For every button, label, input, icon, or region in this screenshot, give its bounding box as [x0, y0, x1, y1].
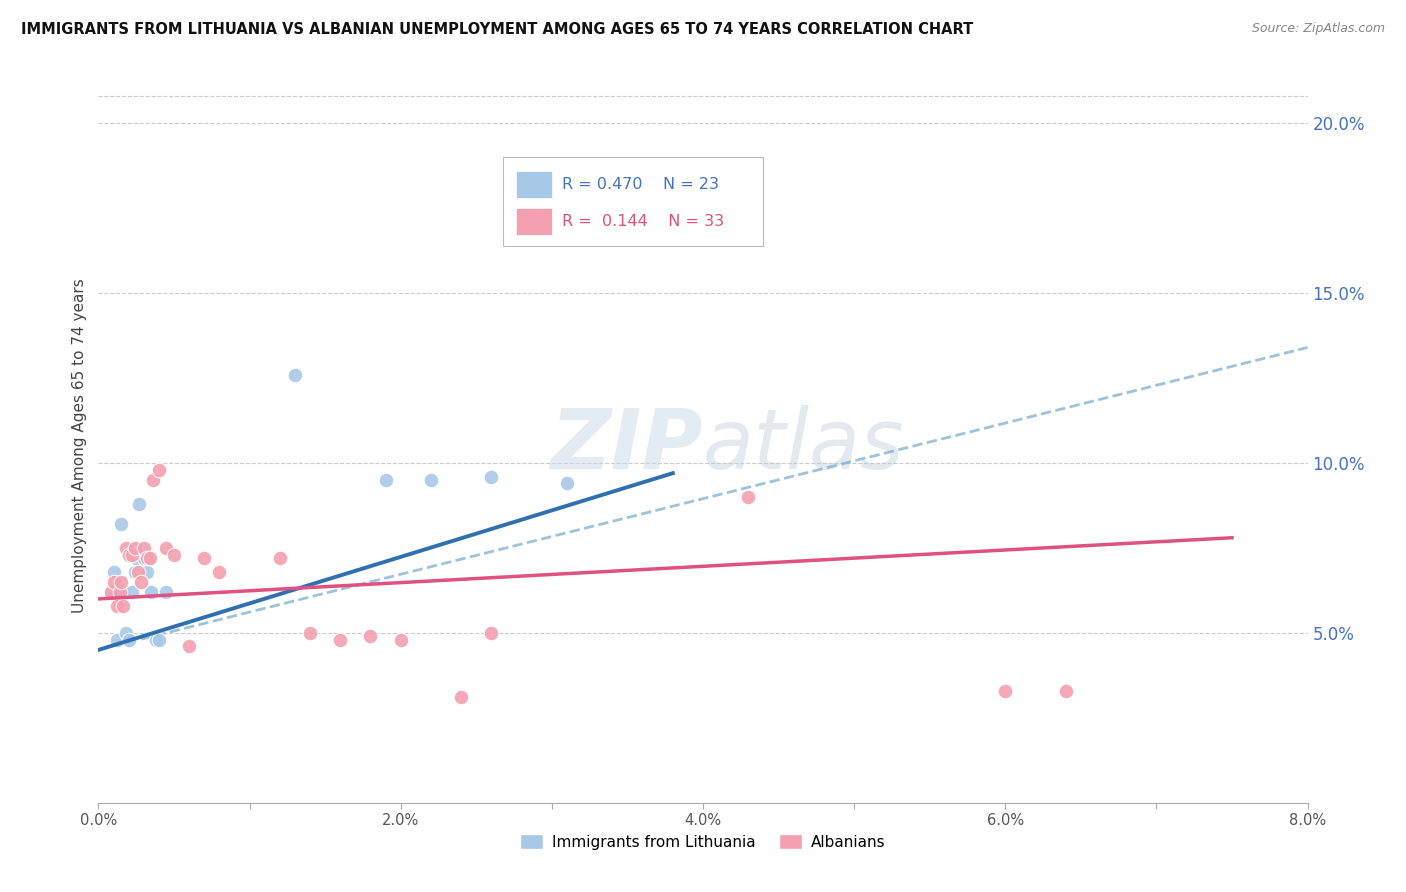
Point — [132, 551, 155, 566]
Point — [108, 585, 131, 599]
Text: atlas: atlas — [703, 406, 904, 486]
Point — [139, 551, 162, 566]
Point — [142, 473, 165, 487]
Point — [299, 626, 322, 640]
Point — [135, 551, 157, 566]
Point — [111, 599, 134, 613]
Point — [118, 548, 141, 562]
Point — [127, 565, 149, 579]
Point — [148, 632, 170, 647]
Point — [284, 368, 307, 382]
Point — [129, 574, 152, 589]
Point — [110, 517, 132, 532]
Point — [737, 490, 759, 504]
Text: R = 0.470    N = 23: R = 0.470 N = 23 — [561, 177, 718, 192]
Point — [155, 585, 177, 599]
Point — [103, 565, 125, 579]
Point — [389, 632, 412, 647]
Point — [631, 225, 654, 239]
Legend: Immigrants from Lithuania, Albanians: Immigrants from Lithuania, Albanians — [515, 828, 891, 855]
Point — [105, 599, 128, 613]
Point — [208, 565, 231, 579]
Point — [100, 585, 122, 599]
Point — [450, 690, 472, 705]
Point — [125, 551, 148, 566]
Point — [105, 632, 128, 647]
Point — [994, 683, 1017, 698]
Point — [124, 565, 146, 579]
Point — [329, 632, 352, 647]
Point — [148, 463, 170, 477]
Point — [132, 541, 155, 555]
Point — [555, 476, 578, 491]
Point — [107, 582, 129, 596]
Point — [111, 585, 134, 599]
Point — [481, 626, 503, 640]
Point — [114, 626, 136, 640]
Point — [100, 585, 122, 599]
Point — [145, 632, 167, 647]
Text: R =  0.144    N = 33: R = 0.144 N = 33 — [561, 214, 724, 229]
FancyBboxPatch shape — [516, 170, 551, 198]
Point — [124, 541, 146, 555]
Point — [128, 497, 150, 511]
Point — [481, 469, 503, 483]
Point — [118, 632, 141, 647]
Point — [374, 473, 396, 487]
Text: Source: ZipAtlas.com: Source: ZipAtlas.com — [1251, 22, 1385, 36]
Point — [135, 565, 157, 579]
FancyBboxPatch shape — [516, 209, 551, 235]
Point — [141, 585, 163, 599]
Text: ZIP: ZIP — [550, 406, 703, 486]
Point — [163, 548, 186, 562]
Point — [193, 551, 215, 566]
Point — [110, 574, 132, 589]
Point — [114, 541, 136, 555]
Point — [1054, 683, 1077, 698]
Point — [179, 640, 201, 654]
Point — [103, 574, 125, 589]
Text: IMMIGRANTS FROM LITHUANIA VS ALBANIAN UNEMPLOYMENT AMONG AGES 65 TO 74 YEARS COR: IMMIGRANTS FROM LITHUANIA VS ALBANIAN UN… — [21, 22, 973, 37]
Point — [121, 585, 143, 599]
Point — [420, 473, 443, 487]
FancyBboxPatch shape — [503, 157, 763, 246]
Point — [121, 548, 143, 562]
Y-axis label: Unemployment Among Ages 65 to 74 years: Unemployment Among Ages 65 to 74 years — [72, 278, 87, 614]
Point — [360, 629, 382, 643]
Point — [269, 551, 291, 566]
Point — [155, 541, 177, 555]
